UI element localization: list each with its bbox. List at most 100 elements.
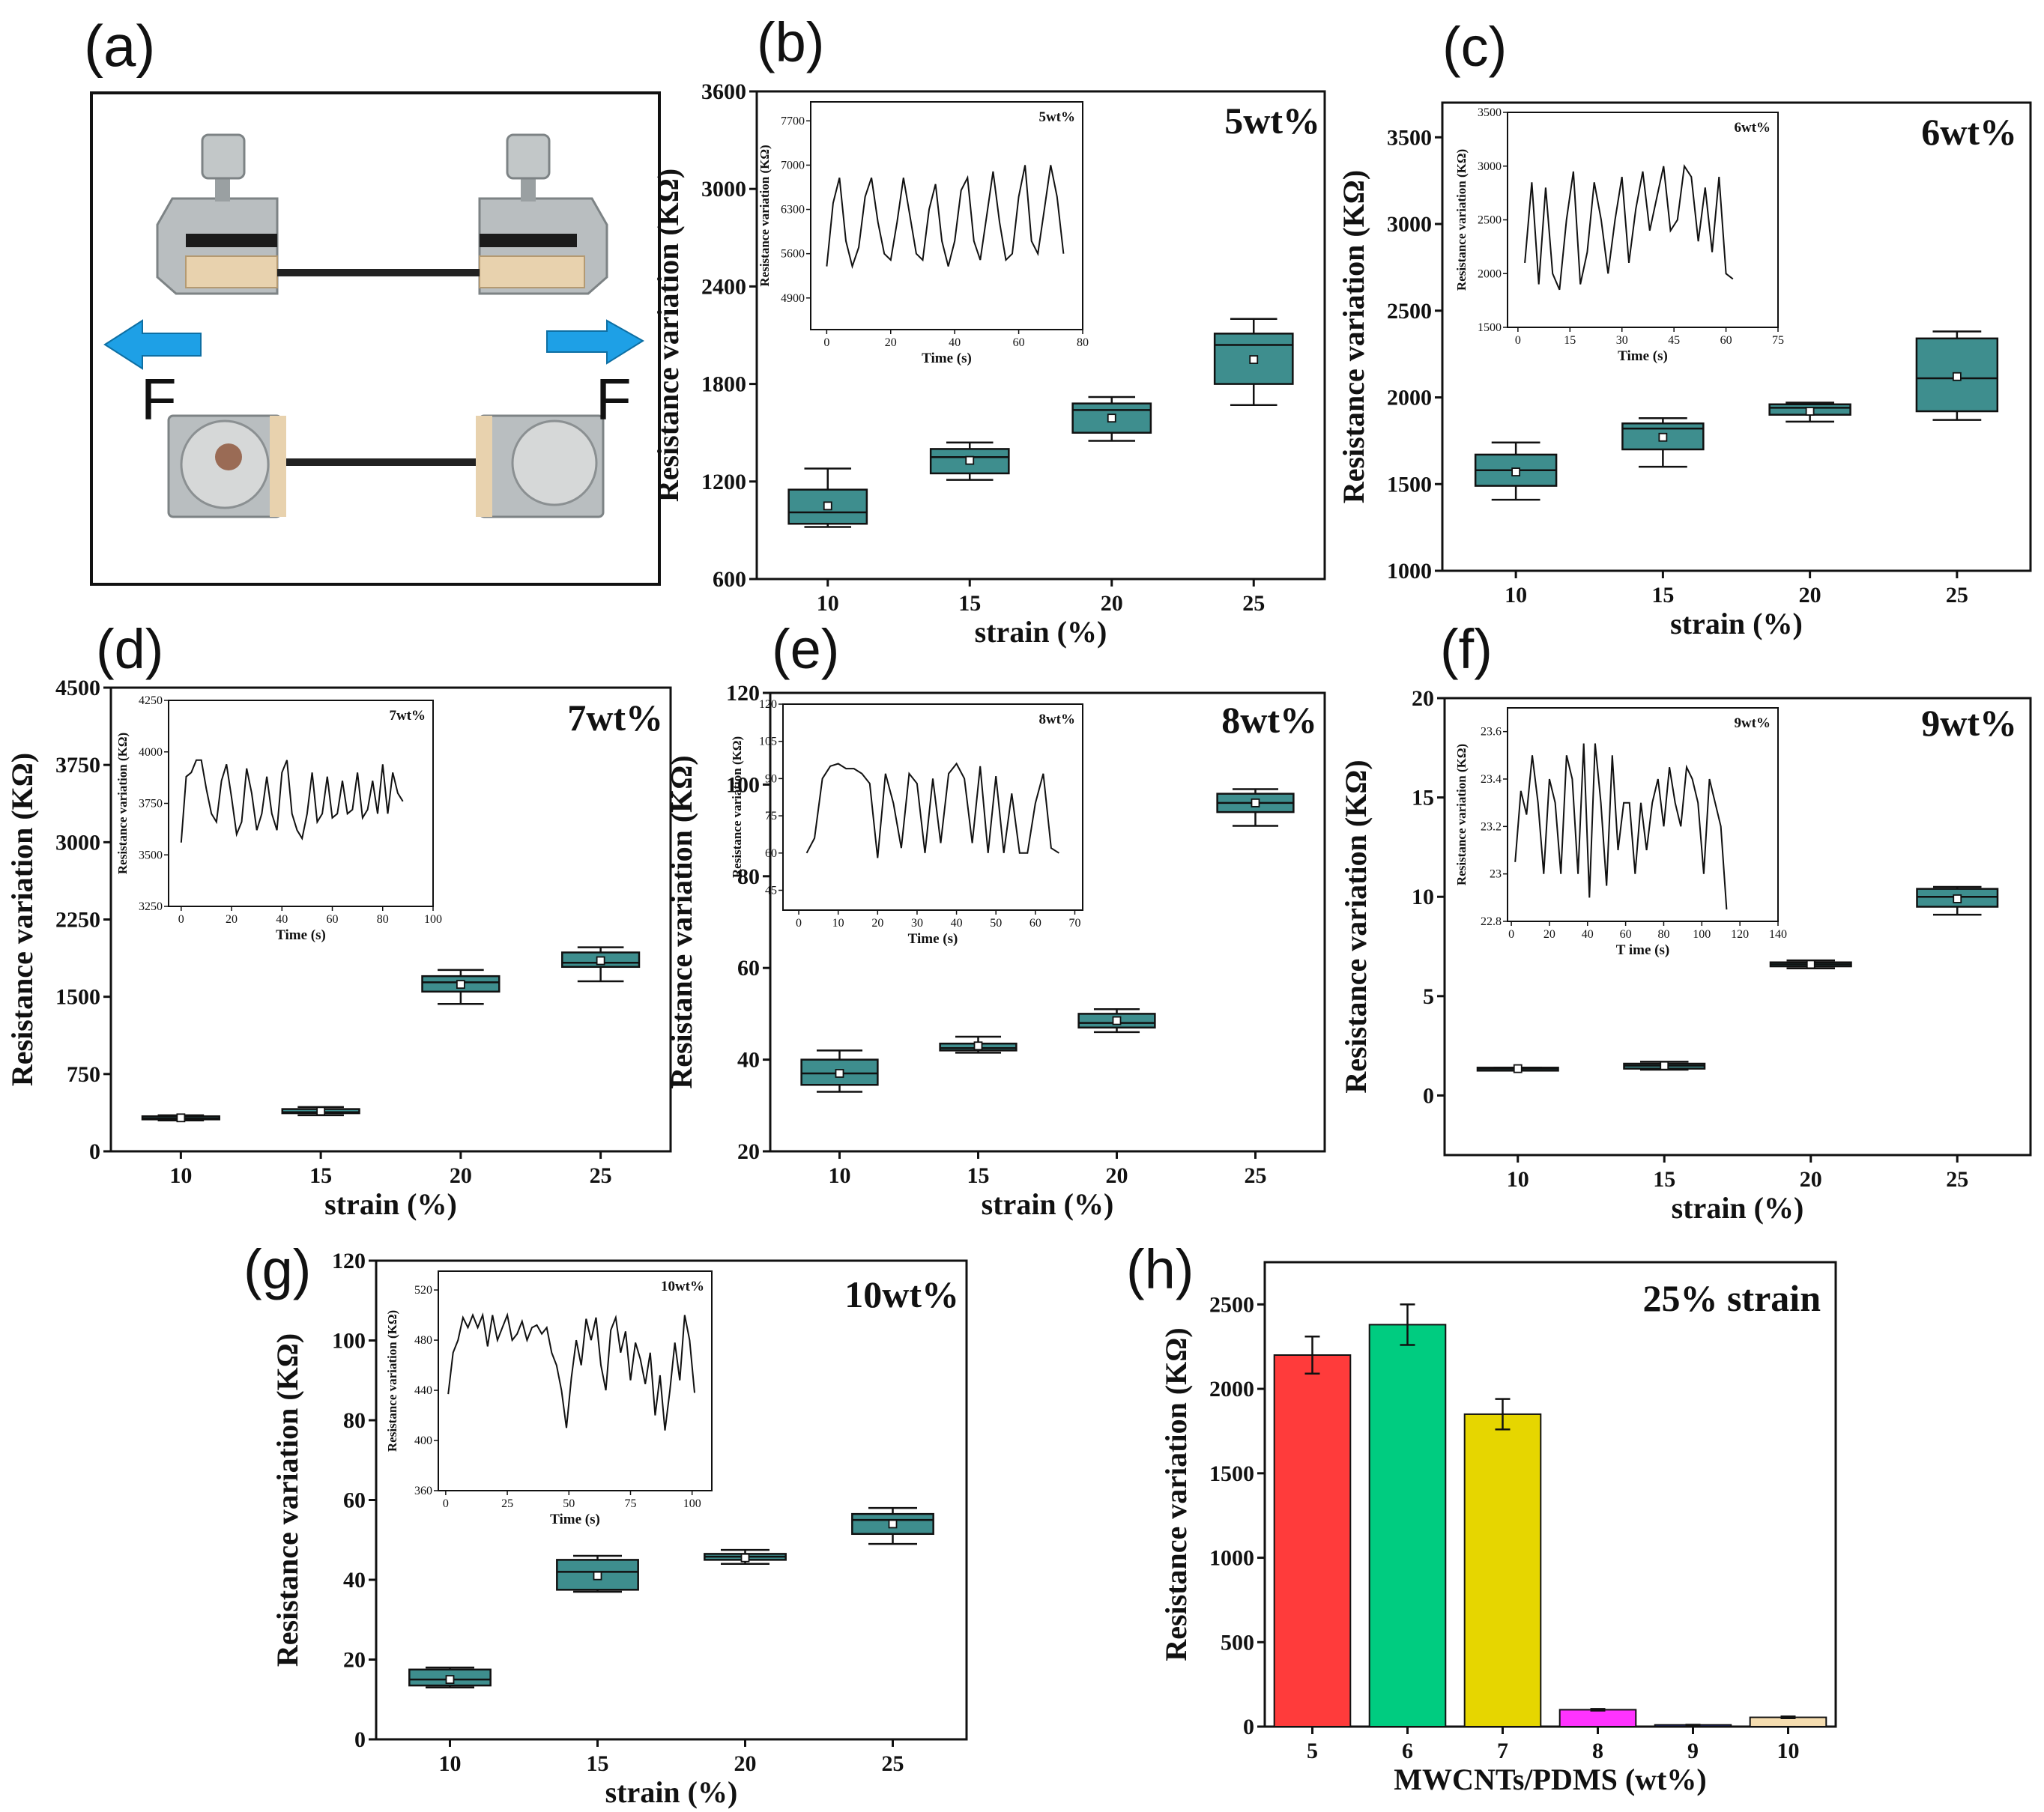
inset-y-tick-label: 23 — [1490, 868, 1502, 881]
box-mean-marker — [823, 501, 832, 511]
fixture-photo — [156, 133, 608, 518]
y-tick-label: 3000 — [55, 830, 100, 855]
inset-y-tick-label: 120 — [759, 698, 777, 711]
inset-y-tick-label: 6300 — [781, 204, 805, 216]
y-tick-label: 120 — [726, 681, 760, 706]
y-tick-label: 1500 — [55, 985, 100, 1010]
inset-y-tick-label: 105 — [759, 736, 777, 748]
x-tick-label: 20 — [450, 1163, 472, 1188]
y-tick-label: 0 — [89, 1139, 100, 1164]
inset-title: 9wt% — [1734, 715, 1771, 731]
inset-x-tick-label: 50 — [563, 1497, 575, 1510]
x-axis-label: strain (%) — [982, 1187, 1114, 1221]
box-iqr — [1071, 402, 1152, 434]
inset-y-tick-label: 4250 — [139, 694, 163, 707]
panel-h-chart: (h) 0 500 1000 1500 2000 2500 5 6 7 8 9 10 MWCNTs/PD… — [1126, 1238, 1837, 1796]
inset-y-tick-label: 90 — [765, 772, 777, 785]
box-mean-marker — [740, 1553, 750, 1563]
inset-frame — [168, 700, 434, 907]
inset-x-tick-label: 60 — [327, 913, 339, 926]
box-iqr — [851, 1512, 934, 1536]
panel-c-label: (c) — [1442, 16, 1507, 78]
inset-y-tick-label: 400 — [414, 1434, 432, 1447]
inset-time-series-line — [1524, 163, 1734, 291]
y-tick-label: 0 — [1423, 1083, 1434, 1108]
box-mean-marker — [888, 1519, 898, 1529]
box-mean-marker — [593, 1571, 602, 1581]
inset-x-tick-label: 120 — [1731, 928, 1749, 941]
x-tick-label: 10 — [1777, 1739, 1800, 1763]
plot-frame — [1441, 101, 2032, 572]
box-mean-marker — [316, 1106, 326, 1116]
inset-y-axis-label: Resistance variation (KΩ) — [385, 1310, 399, 1452]
box-mean-marker — [1806, 960, 1815, 969]
chart-title: 5wt% — [1224, 100, 1320, 142]
inset-x-tick-label: 60 — [1620, 928, 1632, 941]
y-tick-label: 2250 — [55, 908, 100, 933]
x-tick-label: 20 — [1800, 1167, 1822, 1192]
inset-y-tick-label: 3500 — [139, 849, 163, 861]
inset-y-axis-label: Resistance variation (KΩ) — [115, 733, 130, 874]
x-tick-label: 5 — [1307, 1739, 1318, 1763]
y-tick-label: 3750 — [55, 753, 100, 778]
inset-x-tick-label: 20 — [1543, 928, 1555, 941]
y-tick-label: 1000 — [1387, 559, 1432, 584]
inset-time-series-line — [826, 165, 1065, 270]
box-mean-marker — [1658, 432, 1668, 442]
inset-x-axis-label: Time (s) — [550, 1512, 600, 1527]
y-tick-label: 2400 — [701, 274, 746, 299]
y-tick-label: 3000 — [701, 177, 746, 201]
box-mean-marker — [445, 1675, 455, 1685]
x-tick-label: 7 — [1497, 1739, 1508, 1763]
x-tick-label: 25 — [1946, 1167, 1968, 1192]
box-mean-marker — [965, 455, 975, 465]
inset-time-series-line — [805, 762, 1059, 858]
inset-title: 10wt% — [661, 1279, 704, 1294]
inset-title: 6wt% — [1734, 120, 1771, 136]
inset-x-tick-label: 25 — [501, 1497, 513, 1510]
inset-frame — [1507, 112, 1779, 328]
y-tick-label: 15 — [1412, 786, 1434, 810]
y-tick-label: 2500 — [1387, 299, 1432, 324]
x-tick-label: 15 — [1651, 583, 1674, 607]
x-axis-label: strain (%) — [975, 615, 1107, 649]
inset-x-tick-label: 20 — [871, 917, 883, 930]
panel-c-chart: (c) 1000 1500 2000 2500 3000 3500 10 15 20 25 stra… — [1337, 16, 2032, 640]
inset-y-tick-label: 45 — [765, 884, 777, 897]
inset-y-tick-label: 75 — [765, 810, 777, 822]
inset-x-axis-label: Time (s) — [276, 927, 326, 943]
inset-x-tick-label: 75 — [624, 1497, 636, 1510]
x-tick-label: 25 — [1245, 1163, 1267, 1188]
inset-y-tick-label: 60 — [765, 847, 777, 860]
panel-h-label: (h) — [1126, 1238, 1194, 1300]
inset-y-tick-label: 23.2 — [1481, 820, 1502, 833]
plot-frame — [1443, 697, 2032, 1157]
y-tick-label: 60 — [737, 956, 760, 981]
bar — [1558, 1709, 1637, 1728]
inset-x-tick-label: 0 — [443, 1497, 449, 1510]
box-mean-marker — [596, 956, 605, 966]
inset-x-tick-label: 60 — [1720, 334, 1732, 347]
y-tick-label: 20 — [737, 1139, 760, 1164]
inset-x-tick-label: 140 — [1769, 928, 1787, 941]
x-tick-label: 10 — [439, 1751, 462, 1776]
inset-frame — [810, 101, 1083, 330]
bar — [1273, 1354, 1352, 1727]
inset-x-tick-label: 45 — [1668, 334, 1680, 347]
inset-title: 7wt% — [389, 708, 426, 724]
y-axis-label: Resistance variation (KΩ) — [1337, 170, 1370, 503]
inset-y-tick-label: 360 — [414, 1485, 432, 1497]
x-axis-label: strain (%) — [1672, 1191, 1804, 1225]
inset-x-axis-label: Time (s) — [908, 931, 958, 947]
inset-x-tick-label: 80 — [377, 913, 389, 926]
y-tick-label: 750 — [67, 1062, 100, 1087]
inset-x-tick-label: 30 — [1616, 334, 1628, 347]
panel-b-label: (b) — [757, 11, 824, 73]
x-tick-label: 8 — [1592, 1739, 1603, 1763]
y-tick-label: 3500 — [1387, 125, 1432, 150]
inset-x-tick-label: 80 — [1657, 928, 1669, 941]
y-tick-label: 40 — [737, 1048, 760, 1073]
y-tick-label: 3600 — [701, 79, 746, 104]
box-mean-marker — [1952, 372, 1962, 381]
